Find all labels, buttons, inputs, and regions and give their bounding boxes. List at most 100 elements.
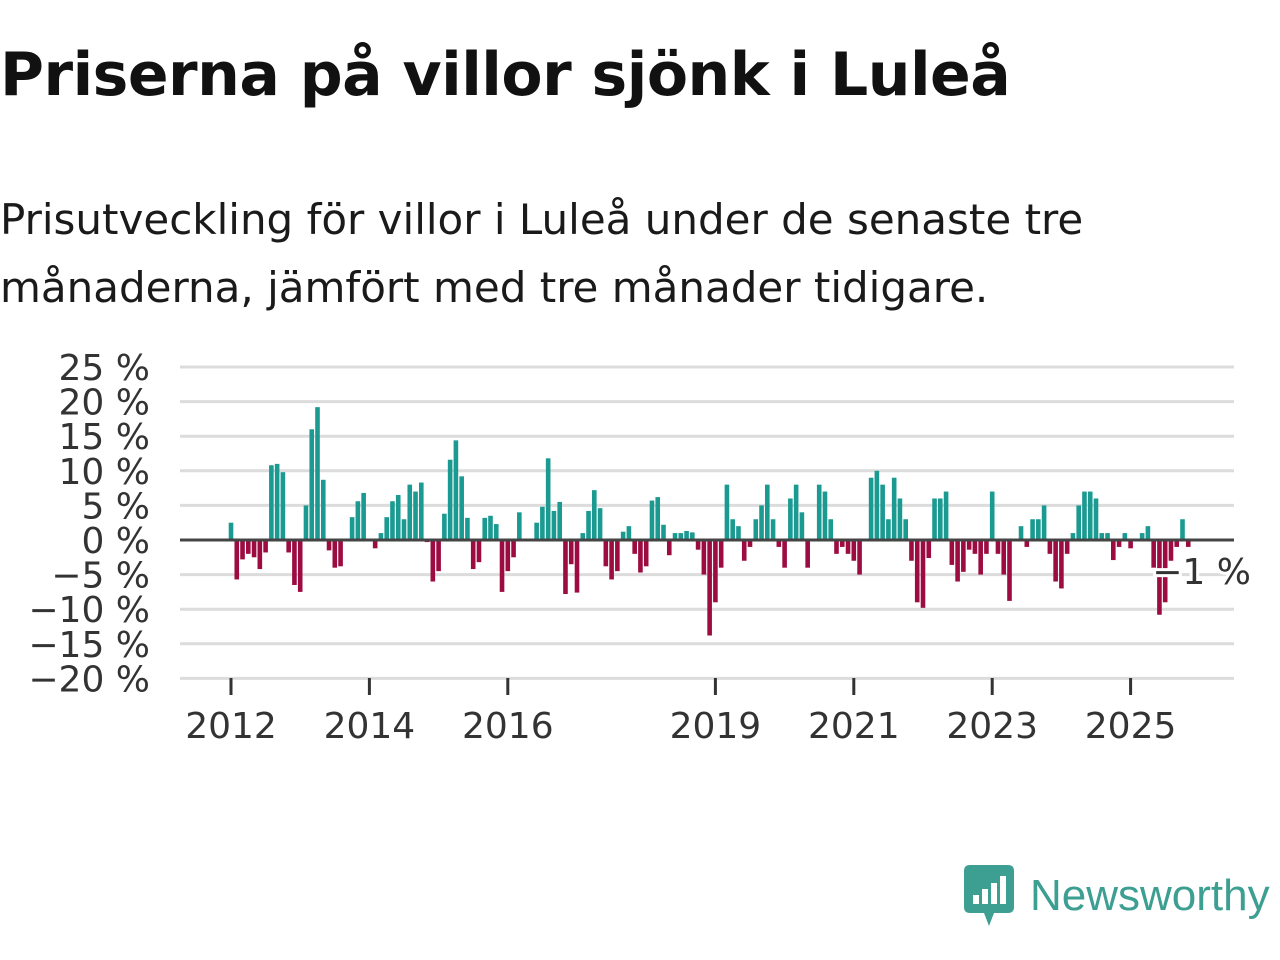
bar xyxy=(724,484,730,540)
bar xyxy=(263,540,268,553)
bar xyxy=(1139,533,1145,540)
bar xyxy=(1041,505,1047,540)
bar xyxy=(839,540,845,547)
bar xyxy=(707,540,712,636)
bar xyxy=(747,540,753,547)
bar xyxy=(765,484,770,540)
bar xyxy=(1059,540,1064,589)
bar xyxy=(684,531,689,540)
bar xyxy=(759,505,764,540)
bar xyxy=(563,540,568,594)
bar xyxy=(609,540,614,580)
bar xyxy=(280,472,286,540)
bar xyxy=(246,540,251,554)
bar xyxy=(782,540,787,568)
bar xyxy=(1105,533,1110,540)
bar xyxy=(1007,540,1012,601)
bar xyxy=(770,519,776,540)
bar xyxy=(828,519,834,540)
bar xyxy=(851,540,857,561)
bar xyxy=(718,540,724,568)
bar xyxy=(690,532,695,540)
bar xyxy=(805,540,810,568)
bar xyxy=(1128,540,1133,549)
y-tick-label: 0 % xyxy=(81,521,150,562)
bar xyxy=(880,484,885,540)
bar xyxy=(1024,540,1030,547)
bar xyxy=(920,540,926,608)
bar xyxy=(1082,491,1087,540)
bar xyxy=(857,540,862,575)
bar xyxy=(597,508,603,540)
bar xyxy=(1047,540,1053,554)
y-tick-label: 10 % xyxy=(59,452,150,493)
bar xyxy=(240,540,245,560)
newsworthy-logo-icon xyxy=(964,865,1014,926)
bar xyxy=(978,540,983,575)
bar xyxy=(914,540,920,603)
bar xyxy=(395,495,401,540)
x-tick-label: 2019 xyxy=(670,706,762,747)
chart-title: Priserna på villor sjönk i Luleå xyxy=(0,40,1011,110)
bar xyxy=(966,540,972,550)
bar xyxy=(638,540,643,573)
bar xyxy=(1076,505,1081,540)
bar xyxy=(592,490,597,540)
bar xyxy=(897,498,903,540)
bar xyxy=(886,519,891,540)
bar xyxy=(303,505,309,540)
bar xyxy=(736,526,741,540)
bar xyxy=(1180,519,1185,540)
bar xyxy=(1093,498,1099,540)
bar xyxy=(372,540,378,549)
bar xyxy=(730,519,735,540)
bar xyxy=(1122,533,1128,540)
bar xyxy=(816,484,822,540)
bar xyxy=(995,540,1001,554)
bar xyxy=(505,540,511,572)
x-tick-label: 2016 xyxy=(462,706,554,747)
x-tick-label: 2012 xyxy=(185,706,277,747)
bar xyxy=(384,517,389,540)
bar xyxy=(568,540,574,565)
bar xyxy=(701,540,707,575)
annotations: −1 % xyxy=(1149,549,1254,596)
bar xyxy=(943,491,949,540)
bar xyxy=(793,484,799,540)
bar xyxy=(666,540,672,556)
bar xyxy=(234,540,240,580)
bar xyxy=(984,540,989,554)
bar xyxy=(626,526,632,540)
bar xyxy=(1099,533,1105,540)
bar xyxy=(338,540,343,567)
bar xyxy=(1151,540,1156,568)
bar xyxy=(257,540,263,570)
bar xyxy=(661,524,666,540)
bar xyxy=(476,540,482,563)
bar xyxy=(603,540,609,567)
last-value-label: −1 % xyxy=(1152,552,1251,593)
bar xyxy=(574,540,580,593)
y-tick-label: 25 % xyxy=(59,348,150,389)
bar xyxy=(586,510,591,540)
x-axis: 2012 2014 2016 2019 2021 2023 2025 xyxy=(185,678,1176,747)
y-axis-labels: 25 %20 %15 %10 %5 %0 %−5 %−10 %−15 %−20 … xyxy=(28,348,150,700)
bar xyxy=(447,459,453,540)
bar xyxy=(1087,491,1093,540)
bar xyxy=(465,517,470,540)
y-tick-label: −10 % xyxy=(28,590,150,631)
bar xyxy=(868,477,874,540)
bar xyxy=(1070,533,1076,540)
bar xyxy=(1174,540,1180,547)
bar xyxy=(517,512,522,540)
bar xyxy=(545,458,551,540)
bar xyxy=(390,501,395,540)
y-tick-label: −20 % xyxy=(28,659,150,700)
y-tick-label: −15 % xyxy=(28,625,150,666)
bar xyxy=(482,517,488,540)
bar xyxy=(1030,519,1035,540)
bar xyxy=(430,540,436,582)
bar xyxy=(989,491,995,540)
x-tick-label: 2025 xyxy=(1085,706,1177,747)
bar xyxy=(534,522,539,540)
